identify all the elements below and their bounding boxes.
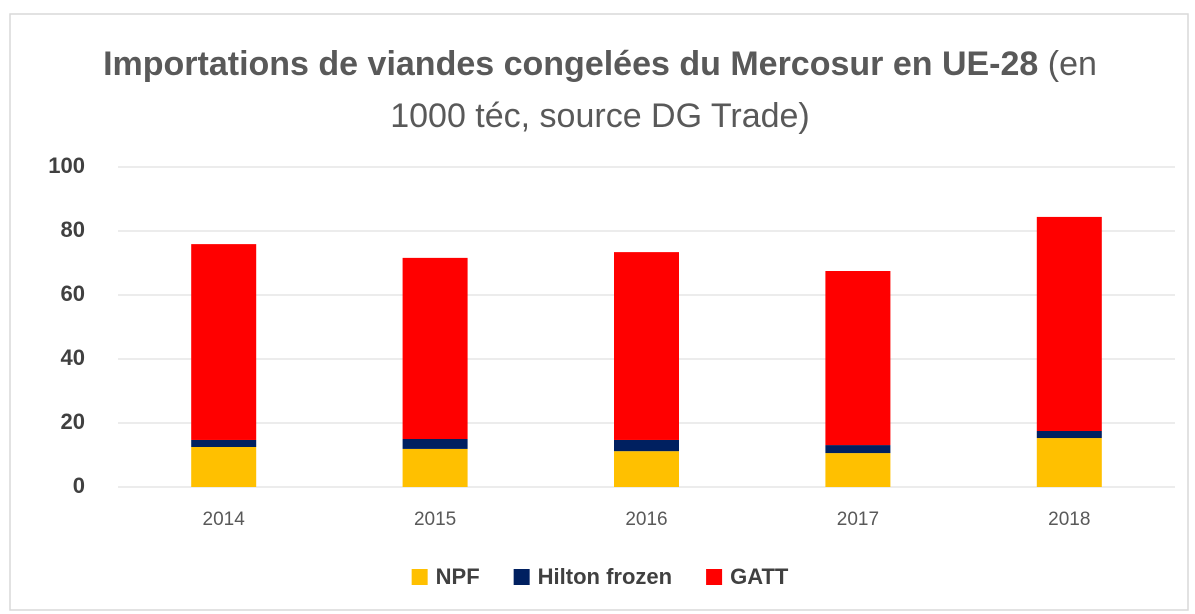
bar-segment	[614, 451, 679, 487]
x-tick-label: 2016	[625, 509, 667, 530]
legend-swatch	[706, 569, 723, 585]
y-tick-label: 0	[73, 473, 85, 498]
y-tick-label: 60	[61, 281, 85, 306]
bar-segment	[825, 453, 891, 487]
chart-subtitle: (en 1000 téc, source DG Trade)	[390, 45, 1097, 135]
bar-segment	[402, 257, 468, 439]
chart-border	[9, 13, 1189, 611]
bar-segment	[614, 252, 679, 440]
chart-title: Importations de viandes congelées du Mer…	[103, 45, 1039, 83]
y-tick-label: 40	[61, 345, 85, 370]
bar-segment	[402, 439, 468, 449]
x-tick-label: 2018	[1048, 509, 1090, 530]
x-tick-label: 2014	[203, 509, 246, 530]
legend-label: GATT	[730, 564, 789, 589]
y-tick-label: 20	[61, 409, 85, 434]
bar-segment	[191, 244, 257, 440]
y-tick-label: 80	[61, 217, 85, 242]
bar-segment	[191, 439, 257, 447]
chart-title-block: Importations de viandes congelées du Mer…	[100, 38, 1100, 142]
legend-swatch	[411, 569, 428, 585]
legend-swatch	[513, 569, 530, 585]
bar-segment	[1036, 438, 1102, 487]
x-tick-label: 2017	[837, 509, 879, 530]
legend-label: Hilton frozen	[538, 564, 672, 589]
bar-segment	[1036, 216, 1102, 431]
bar-segment	[825, 271, 891, 446]
legend-label: NPF	[436, 564, 480, 589]
bar-segment	[614, 439, 679, 452]
bar-segment	[825, 445, 891, 454]
bar-segment	[191, 447, 257, 487]
x-tick-label: 2015	[414, 509, 456, 530]
bar-segment	[1036, 431, 1102, 439]
bar-segment	[402, 448, 468, 487]
y-tick-label: 100	[48, 153, 85, 178]
